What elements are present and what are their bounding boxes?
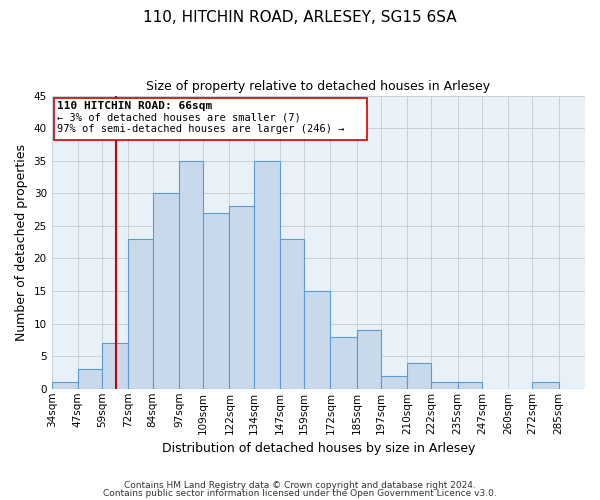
Bar (128, 239, 152, 389)
Bar (381, 376, 407, 389)
Bar (152, 194, 179, 389)
Bar (431, 382, 458, 389)
Y-axis label: Number of detached properties: Number of detached properties (15, 144, 28, 340)
Bar (203, 213, 229, 389)
Text: Contains HM Land Registry data © Crown copyright and database right 2024.: Contains HM Land Registry data © Crown c… (124, 481, 476, 490)
Text: 110 HITCHIN ROAD: 66sqm: 110 HITCHIN ROAD: 66sqm (57, 101, 212, 111)
Bar (357, 330, 381, 389)
Bar (331, 336, 357, 389)
Bar (458, 382, 482, 389)
Title: Size of property relative to detached houses in Arlesey: Size of property relative to detached ho… (146, 80, 490, 93)
Text: ← 3% of detached houses are smaller (7): ← 3% of detached houses are smaller (7) (57, 112, 301, 122)
Bar (52, 382, 78, 389)
Bar (280, 239, 304, 389)
Bar (229, 206, 254, 389)
Bar (102, 343, 128, 389)
Bar (407, 362, 431, 389)
Bar (304, 291, 331, 389)
X-axis label: Distribution of detached houses by size in Arlesey: Distribution of detached houses by size … (161, 442, 475, 455)
Bar (254, 160, 280, 389)
Bar (179, 160, 203, 389)
Bar (532, 382, 559, 389)
FancyBboxPatch shape (53, 98, 367, 140)
Bar (78, 369, 102, 389)
Text: 97% of semi-detached houses are larger (246) →: 97% of semi-detached houses are larger (… (57, 124, 344, 134)
Text: Contains public sector information licensed under the Open Government Licence v3: Contains public sector information licen… (103, 488, 497, 498)
Text: 110, HITCHIN ROAD, ARLESEY, SG15 6SA: 110, HITCHIN ROAD, ARLESEY, SG15 6SA (143, 10, 457, 25)
